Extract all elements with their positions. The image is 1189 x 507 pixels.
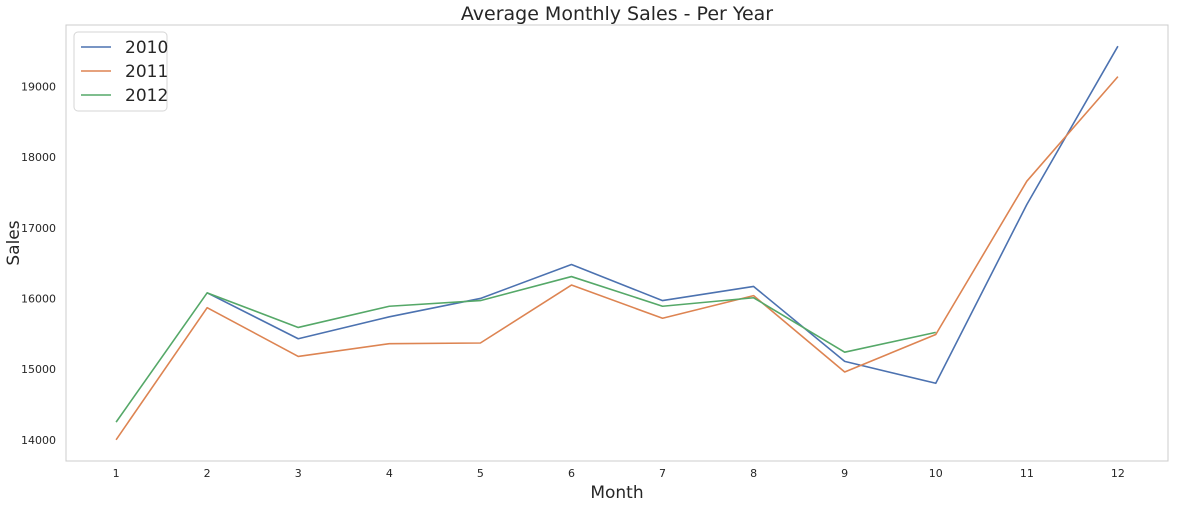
x-tick-label: 12: [1111, 467, 1125, 480]
x-tick-label: 4: [386, 467, 393, 480]
y-tick-label: 19000: [21, 80, 56, 93]
x-tick-label: 1: [113, 467, 120, 480]
x-tick-label: 10: [929, 467, 943, 480]
legend-label-2010: 2010: [125, 38, 168, 58]
legend-label-2011: 2011: [125, 62, 168, 82]
x-tick-labels: 1 2 3 4 5 6 7 8 9 10 11 12: [113, 467, 1125, 480]
x-tick-label: 7: [659, 467, 666, 480]
series-line-2012: [115, 275, 936, 423]
legend: 2010 2011 2012: [73, 31, 168, 112]
x-tick-label: 9: [841, 467, 848, 480]
y-tick-label: 16000: [21, 292, 56, 305]
x-tick-label: 6: [568, 467, 575, 480]
x-tick-label: 8: [750, 467, 757, 480]
legend-box: [73, 31, 168, 112]
x-tick-label: 5: [477, 467, 484, 480]
legend-label-2012: 2012: [125, 86, 168, 106]
plot-frame: [65, 24, 1169, 462]
series-lines: [115, 45, 1119, 441]
x-axis-label: Month: [590, 483, 643, 503]
y-tick-label: 18000: [21, 151, 56, 164]
y-tick-label: 17000: [21, 222, 56, 235]
series-line-2010: [206, 45, 1119, 385]
x-tick-label: 3: [295, 467, 302, 480]
x-tick-label: 11: [1020, 467, 1034, 480]
chart-title: Average Monthly Sales - Per Year: [461, 3, 773, 25]
y-tick-label: 14000: [21, 434, 56, 447]
series-line-2011: [115, 76, 1119, 441]
y-tick-label: 15000: [21, 363, 56, 376]
x-tick-label: 2: [204, 467, 211, 480]
y-tick-labels: 14000 15000 16000 17000 18000 19000: [21, 80, 56, 446]
y-axis-label: Sales: [4, 220, 24, 265]
